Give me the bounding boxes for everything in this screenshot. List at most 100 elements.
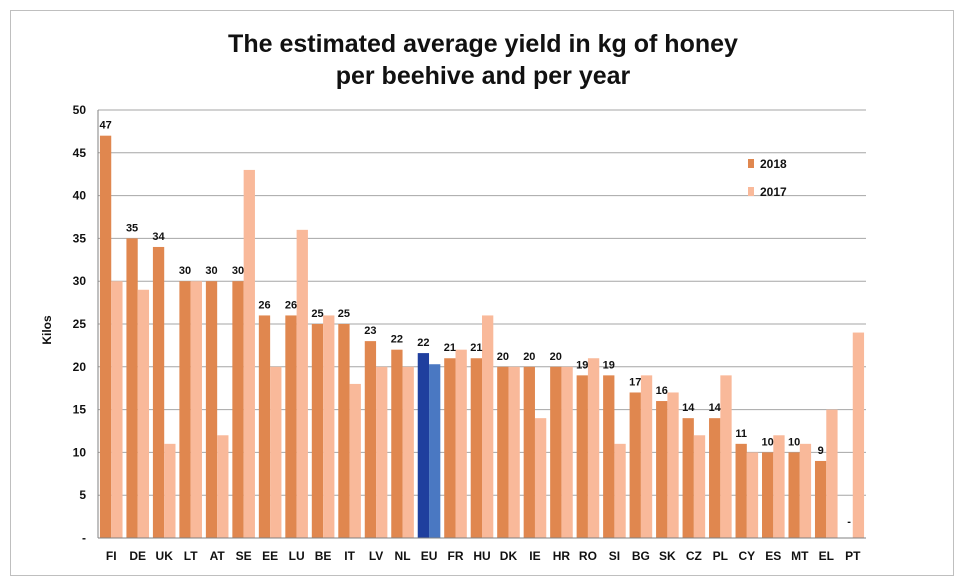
data-label-pl: 14 (709, 402, 722, 414)
x-tick-label: IE (529, 549, 540, 563)
y-tick-label: - (82, 531, 86, 545)
bar-2018-fi (99, 135, 112, 538)
bar-2017-ie (534, 418, 547, 538)
bar-2017-se (243, 169, 255, 539)
bar-2018-lu (285, 315, 297, 538)
x-tick-label: SI (609, 549, 620, 563)
x-tick-label: PL (713, 549, 728, 563)
x-tick-label: BG (632, 549, 650, 563)
bar-2017-lv (376, 366, 388, 538)
x-tick-label: NL (395, 549, 411, 563)
data-label-mt: 10 (788, 436, 800, 448)
bar-2017-eu (429, 364, 441, 538)
y-tick-label: 40 (73, 189, 87, 203)
data-label-de: 35 (126, 222, 138, 234)
bar-2018-se (232, 281, 244, 538)
bar-2018-cy (735, 443, 747, 538)
bar-2017-lt (190, 281, 202, 538)
x-tick-label: LT (184, 549, 198, 563)
bar-2017-ee (270, 366, 282, 538)
bar-2018-bg (629, 392, 641, 538)
x-tick-label: DE (129, 549, 146, 563)
x-tick-label: LU (289, 549, 305, 563)
bar-2018-cz (682, 418, 694, 538)
x-tick-label: FI (106, 549, 117, 563)
bar-2018-ie (523, 366, 535, 538)
legend-label-2017: 2017 (760, 185, 787, 199)
bar-2018-it (338, 324, 350, 538)
bar-2018-hr (550, 366, 562, 538)
y-tick-label: 20 (73, 360, 87, 374)
bar-2018-si (603, 375, 615, 538)
legend: 2018 2017 (748, 157, 787, 199)
bar-2017-be (323, 315, 335, 538)
x-tick-label: DK (500, 549, 518, 563)
data-label-fr: 21 (444, 342, 456, 354)
bar-2018-nl (391, 349, 403, 538)
bar-2018-lv (364, 341, 377, 538)
bar-2018-es (762, 452, 774, 538)
bar-2017-es (773, 435, 785, 538)
bar-2017-dk (508, 366, 520, 538)
bar-2017-it (349, 383, 361, 538)
bar-2018-fr (444, 358, 456, 538)
data-label-ie: 20 (523, 351, 535, 363)
legend-label-2018: 2018 (760, 157, 787, 171)
bar-2017-el (826, 409, 838, 538)
data-label-ee: 26 (258, 299, 270, 311)
data-label-cy: 11 (735, 428, 747, 440)
bar-2017-lu (296, 229, 308, 538)
y-tick-label: 25 (73, 317, 87, 331)
data-label-es: 10 (762, 436, 774, 448)
y-tick-label: 30 (73, 274, 87, 288)
data-label-lu: 26 (285, 299, 297, 311)
bar-2017-bg (640, 375, 653, 538)
bar-2018-dk (497, 366, 509, 538)
data-label-se: 30 (232, 265, 244, 277)
bar-2017-at (217, 435, 229, 538)
data-label-sk: 16 (656, 385, 668, 397)
bar-2017-si (614, 443, 626, 538)
x-tick-label: CY (738, 549, 755, 563)
bar-2018-at (205, 281, 218, 538)
bar-2018-el (814, 460, 827, 538)
data-label-si: 19 (603, 359, 615, 371)
x-tick-label: MT (791, 549, 809, 563)
bar-2017-fr (455, 349, 467, 538)
bar-2018-uk (152, 246, 165, 538)
bar-2018-hu (470, 358, 482, 538)
data-label-hr: 20 (550, 351, 562, 363)
data-label-nl: 22 (391, 334, 403, 346)
data-label-el: 9 (818, 445, 824, 457)
x-tick-label: LV (369, 549, 383, 563)
data-label-bg: 17 (629, 376, 641, 388)
bar-2017-cz (693, 435, 706, 538)
bar-2018-pl (709, 418, 721, 538)
x-tick-label: BE (315, 549, 332, 563)
data-label-lt: 30 (179, 265, 191, 277)
data-label-cz: 14 (682, 402, 695, 414)
y-axis-label: Kilos (40, 315, 54, 345)
x-tick-label: SE (236, 549, 252, 563)
x-tick-label: AT (210, 549, 226, 563)
bar-2017-nl (402, 366, 414, 538)
x-tick-label: EE (262, 549, 278, 563)
data-label-lv: 23 (364, 325, 376, 337)
bar-2017-sk (667, 392, 679, 538)
x-tick-label: PT (845, 549, 861, 563)
x-tick-label: CZ (686, 549, 702, 563)
bar-2018-ro (576, 375, 588, 538)
y-tick-label: 10 (73, 445, 87, 459)
y-tick-label: 5 (79, 488, 86, 502)
data-label-pt: - (847, 516, 851, 528)
bar-2018-ee (258, 315, 271, 538)
x-tick-label: FR (448, 549, 464, 563)
x-tick-label: EU (421, 549, 438, 563)
chart-title-line1: The estimated average yield in kg of hon… (228, 30, 738, 58)
y-tick-label: 35 (73, 231, 87, 245)
bars (99, 135, 865, 539)
bar-2017-hu (482, 315, 494, 538)
bar-2018-de (126, 238, 138, 538)
bar-2017-hr (561, 366, 573, 538)
legend-swatch-2018 (748, 159, 754, 168)
